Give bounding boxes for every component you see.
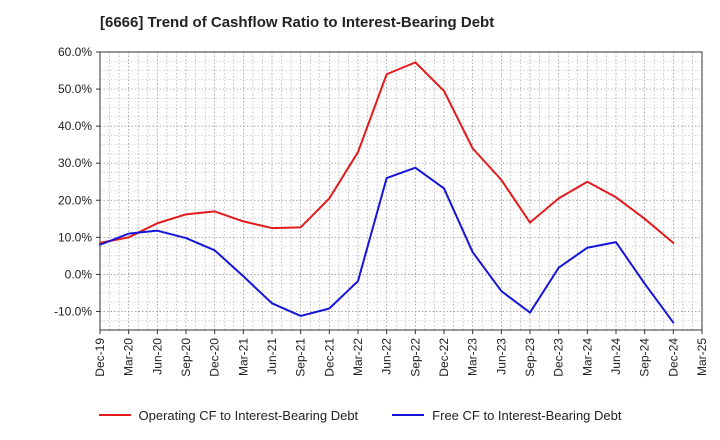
x-tick-label: Mar-20 <box>122 338 136 376</box>
x-tick-label: Mar-21 <box>236 338 250 376</box>
x-tick-label: Dec-23 <box>552 338 566 377</box>
y-tick-label: 0.0% <box>65 267 93 281</box>
y-tick-label: 10.0% <box>58 230 92 244</box>
x-tick-label: Mar-22 <box>351 338 365 376</box>
y-tick-label: 60.0% <box>58 45 92 59</box>
x-tick-label: Jun-21 <box>265 338 279 375</box>
x-tick-label: Mar-24 <box>580 338 594 376</box>
x-tick-label: Dec-24 <box>666 338 680 377</box>
x-tick-label: Sep-23 <box>523 338 537 377</box>
x-tick-label: Sep-20 <box>179 338 193 377</box>
legend-item-free-cf: Free CF to Interest-Bearing Debt <box>392 408 621 423</box>
x-tick-label: Sep-24 <box>638 338 652 377</box>
x-tick-label: Jun-20 <box>150 338 164 375</box>
x-tick-label: Sep-21 <box>294 338 308 377</box>
x-tick-label: Jun-22 <box>380 338 394 375</box>
y-tick-label: 30.0% <box>58 156 92 170</box>
legend-label-free-cf: Free CF to Interest-Bearing Debt <box>432 407 622 423</box>
legend-item-operating-cf: Operating CF to Interest-Bearing Debt <box>98 407 359 423</box>
y-tick-label: 20.0% <box>58 193 92 207</box>
x-tick-label: Mar-23 <box>466 338 480 376</box>
legend-swatch-free-cf <box>392 414 425 416</box>
x-tick-label: Dec-20 <box>208 338 222 377</box>
x-tick-label: Dec-21 <box>322 338 336 377</box>
chart-title: [6666] Trend of Cashflow Ratio to Intere… <box>100 14 495 31</box>
x-tick-label: Dec-22 <box>437 338 451 377</box>
legend-swatch-operating-cf <box>98 414 131 416</box>
plot-frame <box>99 51 703 331</box>
x-tick-label: Sep-22 <box>408 338 422 377</box>
series-line-operating-cf <box>99 61 675 244</box>
x-tick-label: Jun-23 <box>494 338 508 375</box>
x-tick-label: Jun-24 <box>609 338 623 375</box>
y-tick-label: 50.0% <box>58 82 92 96</box>
x-tick-label: Mar-25 <box>695 338 709 376</box>
y-tick-label: -10.0% <box>54 304 92 318</box>
y-tick-label: 40.0% <box>58 119 92 133</box>
legend-label-operating-cf: Operating CF to Interest-Bearing Debt <box>138 407 359 423</box>
series-line-free-cf <box>99 166 675 324</box>
legend: Operating CF to Interest-Bearing Debt Fr… <box>0 404 720 426</box>
x-tick-label: Dec-19 <box>93 338 107 377</box>
